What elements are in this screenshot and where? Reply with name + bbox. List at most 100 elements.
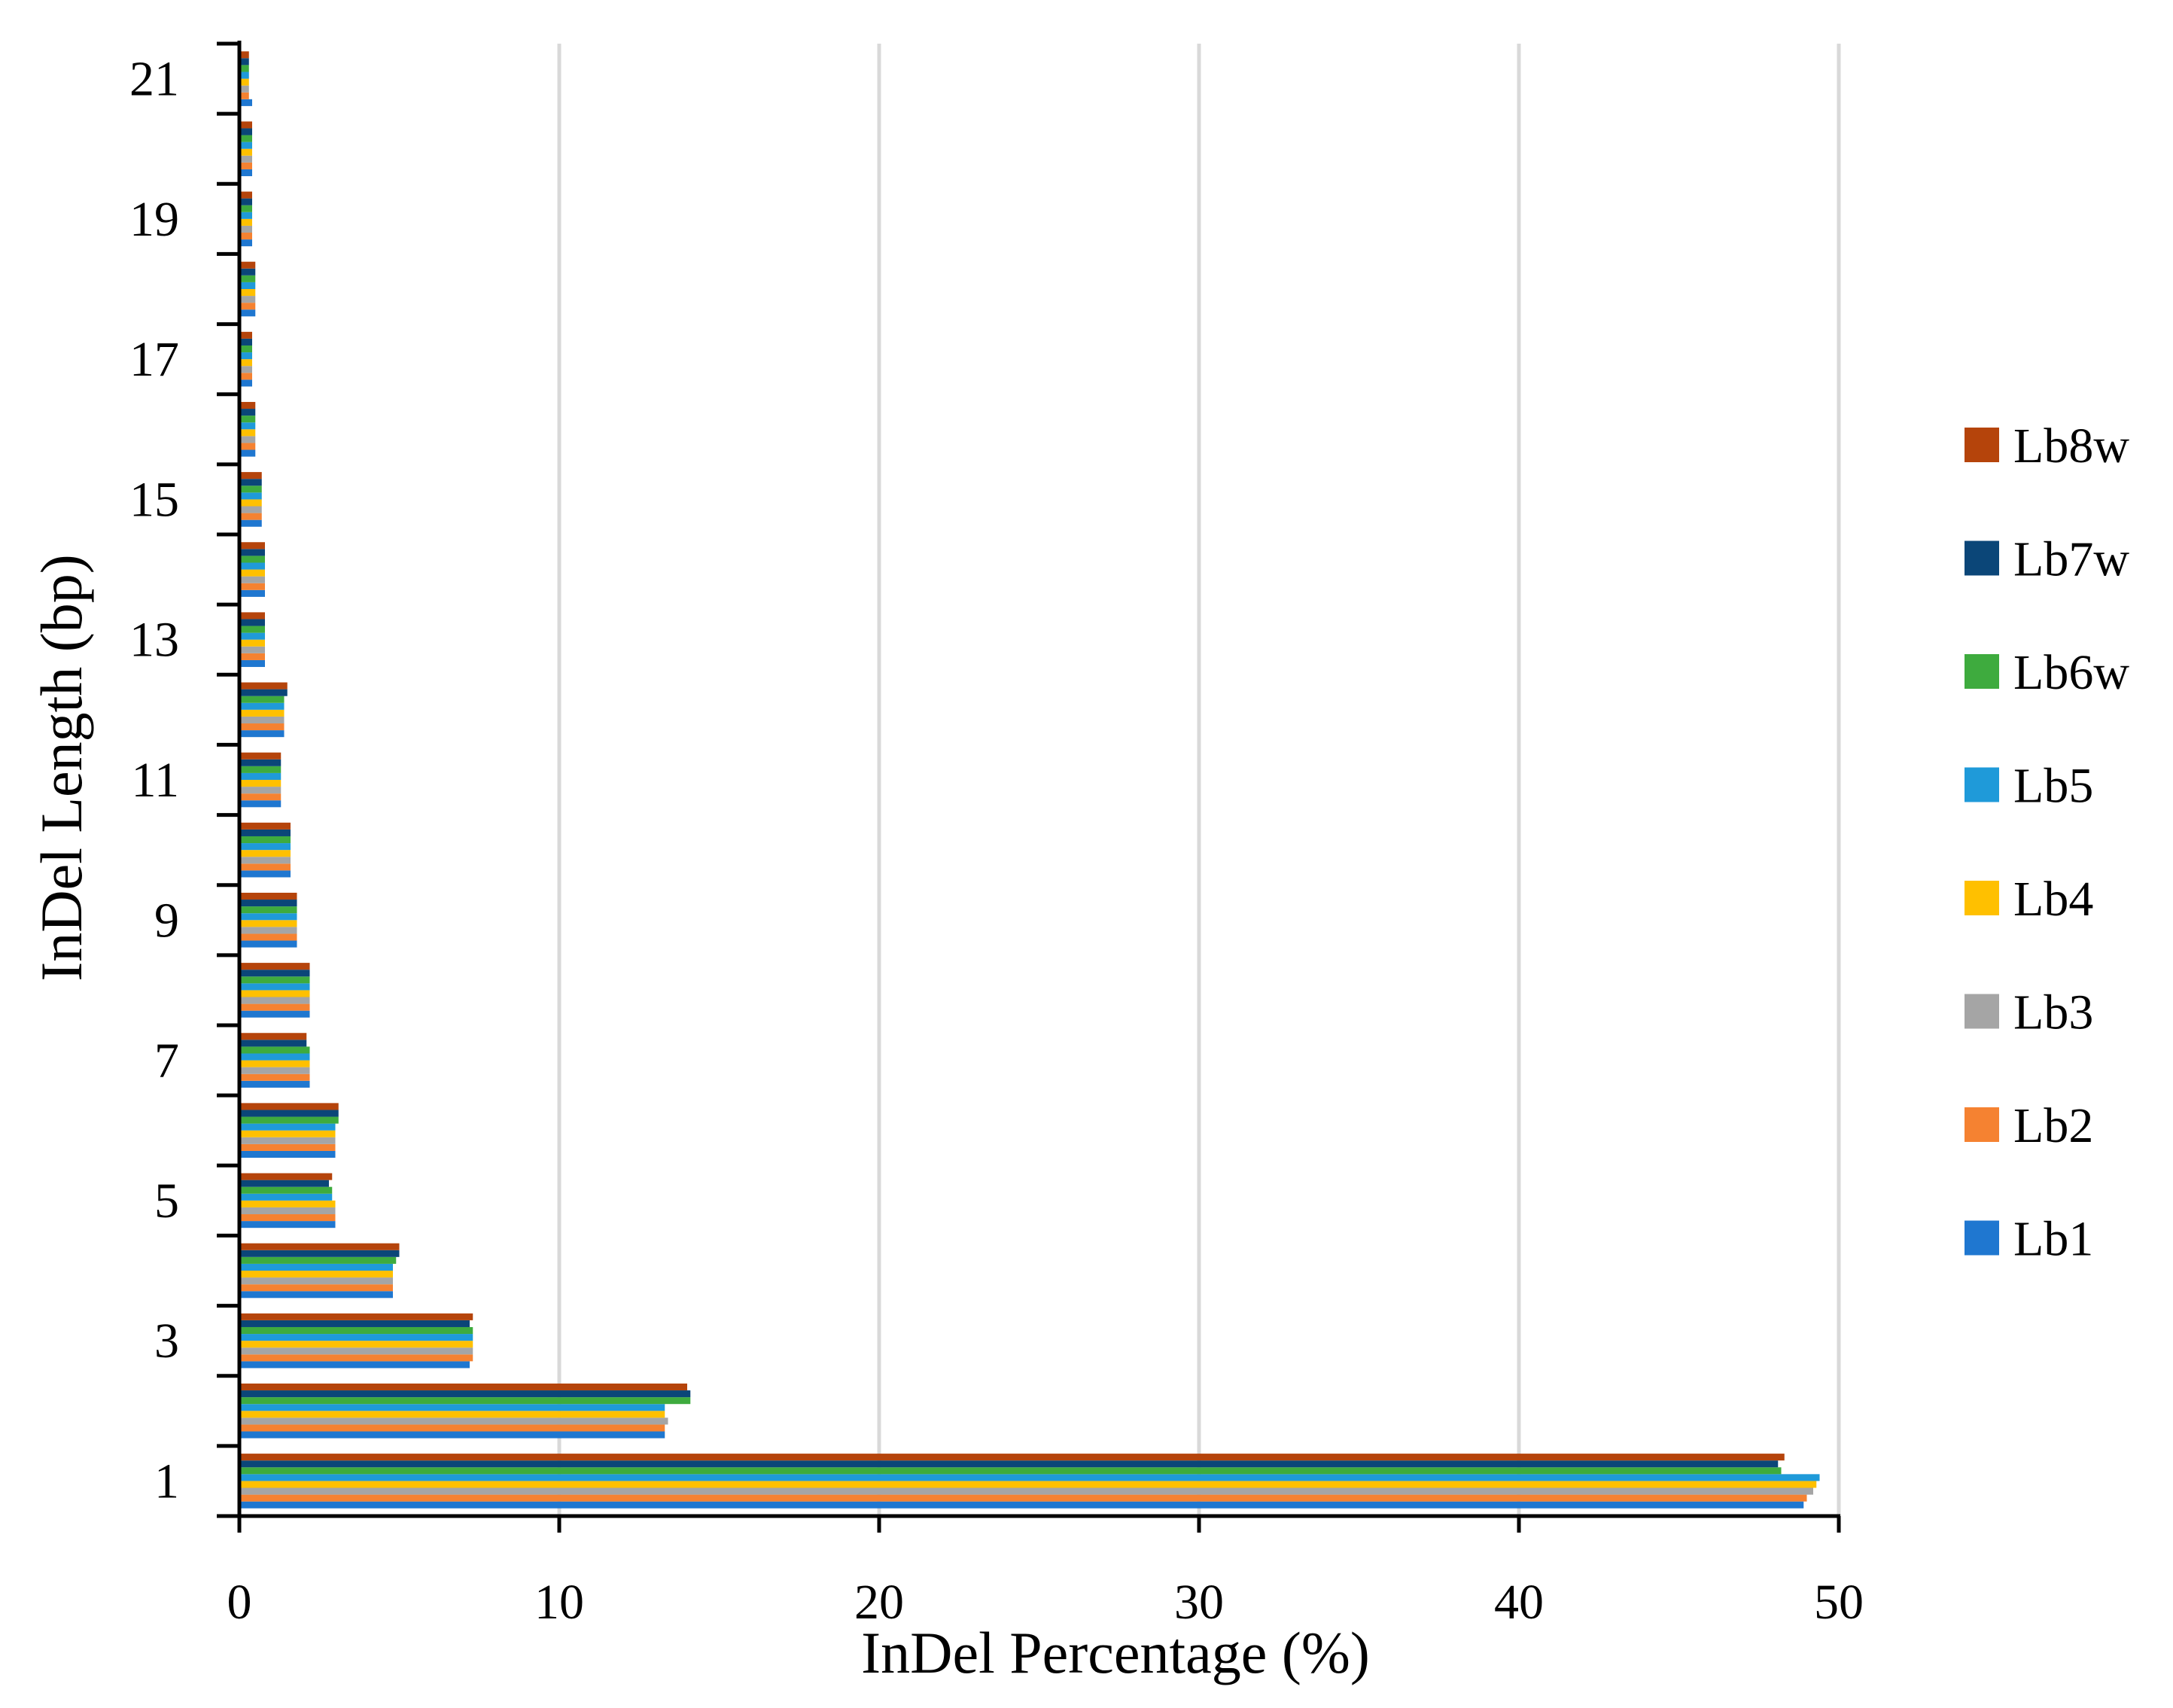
bar-Lb5-len-5 <box>239 1193 333 1201</box>
legend-label-Lb3: Lb3 <box>2013 985 2093 1040</box>
x-tick-label-2: 20 <box>854 1575 904 1630</box>
bar-Lb8w-len-19 <box>239 191 252 199</box>
bar-Lb8w-len-7 <box>239 1033 307 1040</box>
y-tick-label-5: 5 <box>154 1174 179 1228</box>
bar-Lb1-len-19 <box>239 239 252 247</box>
legend-item-Lb5: Lb5 <box>1965 759 2093 814</box>
bar-Lb1-len-14 <box>239 589 265 597</box>
bar-Lb5-len-11 <box>239 772 282 780</box>
bar-Lb4-len-5 <box>239 1200 336 1207</box>
bar-Lb3-len-12 <box>239 716 285 724</box>
bar-Lb2-len-10 <box>239 863 291 871</box>
y-tick-label-17: 17 <box>129 332 179 387</box>
bar-Lb4-len-12 <box>239 709 285 717</box>
bar-Lb4-len-13 <box>239 639 265 647</box>
bar-Lb7w-len-11 <box>239 759 282 766</box>
y-tick-label-7: 7 <box>154 1034 179 1088</box>
x-tick-label-5: 50 <box>1814 1575 1864 1630</box>
bar-Lb6w-len-1 <box>239 1467 1782 1475</box>
bar-Lb5-len-21 <box>239 72 249 79</box>
bar-Lb8w-len-16 <box>239 401 256 409</box>
bar-Lb2-len-12 <box>239 723 285 731</box>
bar-Lb2-len-8 <box>239 1003 310 1011</box>
bar-Lb8w-len-8 <box>239 963 310 970</box>
bar-Lb7w-len-14 <box>239 549 265 556</box>
bar-Lb6w-len-2 <box>239 1397 691 1405</box>
bar-Lb2-len-1 <box>239 1494 1807 1502</box>
bar-Lb7w-len-12 <box>239 689 288 696</box>
bar-Lb4-len-1 <box>239 1481 1817 1488</box>
bar-Lb2-len-7 <box>239 1073 310 1081</box>
bar-Lb7w-len-1 <box>239 1460 1779 1468</box>
legend-swatch-Lb8w <box>1965 428 1999 462</box>
bar-Lb5-len-7 <box>239 1053 310 1061</box>
y-tick-label-11: 11 <box>131 753 179 808</box>
legend-swatch-Lb4 <box>1965 881 1999 915</box>
legend-swatch-Lb1 <box>1965 1220 1999 1256</box>
bar-Lb4-len-6 <box>239 1130 336 1137</box>
y-axis-title: InDel Length (bp) <box>29 554 94 981</box>
bar-Lb4-len-9 <box>239 920 297 927</box>
bar-Lb8w-len-13 <box>239 612 265 620</box>
bar-Lb7w-len-6 <box>239 1110 339 1117</box>
y-tick-label-21: 21 <box>129 52 179 107</box>
bar-Lb2-len-11 <box>239 793 282 801</box>
bar-Lb7w-len-18 <box>239 268 256 276</box>
bar-Lb3-len-19 <box>239 225 252 233</box>
bar-Lb5-len-4 <box>239 1263 393 1271</box>
bar-Lb2-len-15 <box>239 513 262 520</box>
y-tick-label-19: 19 <box>129 192 179 247</box>
bar-Lb3-len-2 <box>239 1417 668 1425</box>
y-tick-label-13: 13 <box>129 613 179 668</box>
bar-Lb6w-len-14 <box>239 556 265 563</box>
bar-Lb2-len-19 <box>239 233 252 240</box>
legend-swatch-Lb7w <box>1965 540 1999 576</box>
bar-Lb3-len-20 <box>239 155 252 163</box>
bar-Lb2-len-9 <box>239 933 297 941</box>
bar-Lb7w-len-5 <box>239 1180 329 1187</box>
legend: Lb8w Lb7w Lb6w Lb5 Lb4 Lb3 Lb2 Lb1 <box>1965 419 2129 1267</box>
bar-Lb6w-len-4 <box>239 1256 397 1264</box>
bar-Lb5-len-12 <box>239 702 285 710</box>
bar-Lb3-len-1 <box>239 1487 1813 1495</box>
bar-Lb8w-len-18 <box>239 261 256 269</box>
legend-item-Lb8w: Lb8w <box>1965 419 2129 473</box>
legend-label-Lb5: Lb5 <box>2013 759 2093 814</box>
bar-Lb8w-len-6 <box>239 1103 339 1110</box>
y-tick-label-3: 3 <box>154 1314 179 1369</box>
bar-Lb6w-len-6 <box>239 1116 339 1124</box>
bar-Lb5-len-3 <box>239 1334 473 1341</box>
bar-Lb6w-len-21 <box>239 65 249 72</box>
bar-Lb6w-len-10 <box>239 836 291 844</box>
bar-Lb8w-len-17 <box>239 331 252 339</box>
bar-Lb6w-len-13 <box>239 626 265 633</box>
x-tick-label-3: 30 <box>1174 1575 1224 1630</box>
legend-label-Lb6w: Lb6w <box>2013 645 2129 700</box>
axes <box>217 41 1841 1533</box>
bar-Lb7w-len-19 <box>239 198 252 206</box>
bar-Lb8w-len-3 <box>239 1313 473 1320</box>
bar-Lb3-len-16 <box>239 436 256 443</box>
bar-Lb6w-len-20 <box>239 135 252 142</box>
bar-Lb3-len-14 <box>239 576 265 583</box>
bar-Lb3-len-9 <box>239 927 297 934</box>
bar-Lb2-len-3 <box>239 1354 473 1362</box>
bar-Lb3-len-17 <box>239 366 252 373</box>
bar-Lb7w-len-17 <box>239 338 252 346</box>
bar-Lb6w-len-12 <box>239 696 285 703</box>
bar-Lb5-len-13 <box>239 632 265 640</box>
bar-Lb5-len-2 <box>239 1404 665 1411</box>
bar-Lb4-len-3 <box>239 1341 473 1348</box>
x-tick-labels: 0 10 20 30 40 50 <box>227 1575 1864 1630</box>
bar-Lb3-len-13 <box>239 646 265 653</box>
bar-Lb4-len-14 <box>239 569 265 577</box>
bar-Lb5-len-9 <box>239 913 297 921</box>
bar-Lb6w-len-9 <box>239 906 297 914</box>
bar-Lb3-len-5 <box>239 1207 336 1215</box>
bar-Lb8w-len-12 <box>239 682 288 690</box>
bar-Lb7w-len-4 <box>239 1250 400 1257</box>
bar-Lb5-len-14 <box>239 562 265 570</box>
bar-Lb4-len-4 <box>239 1271 393 1278</box>
legend-item-Lb2: Lb2 <box>1965 1098 2093 1153</box>
